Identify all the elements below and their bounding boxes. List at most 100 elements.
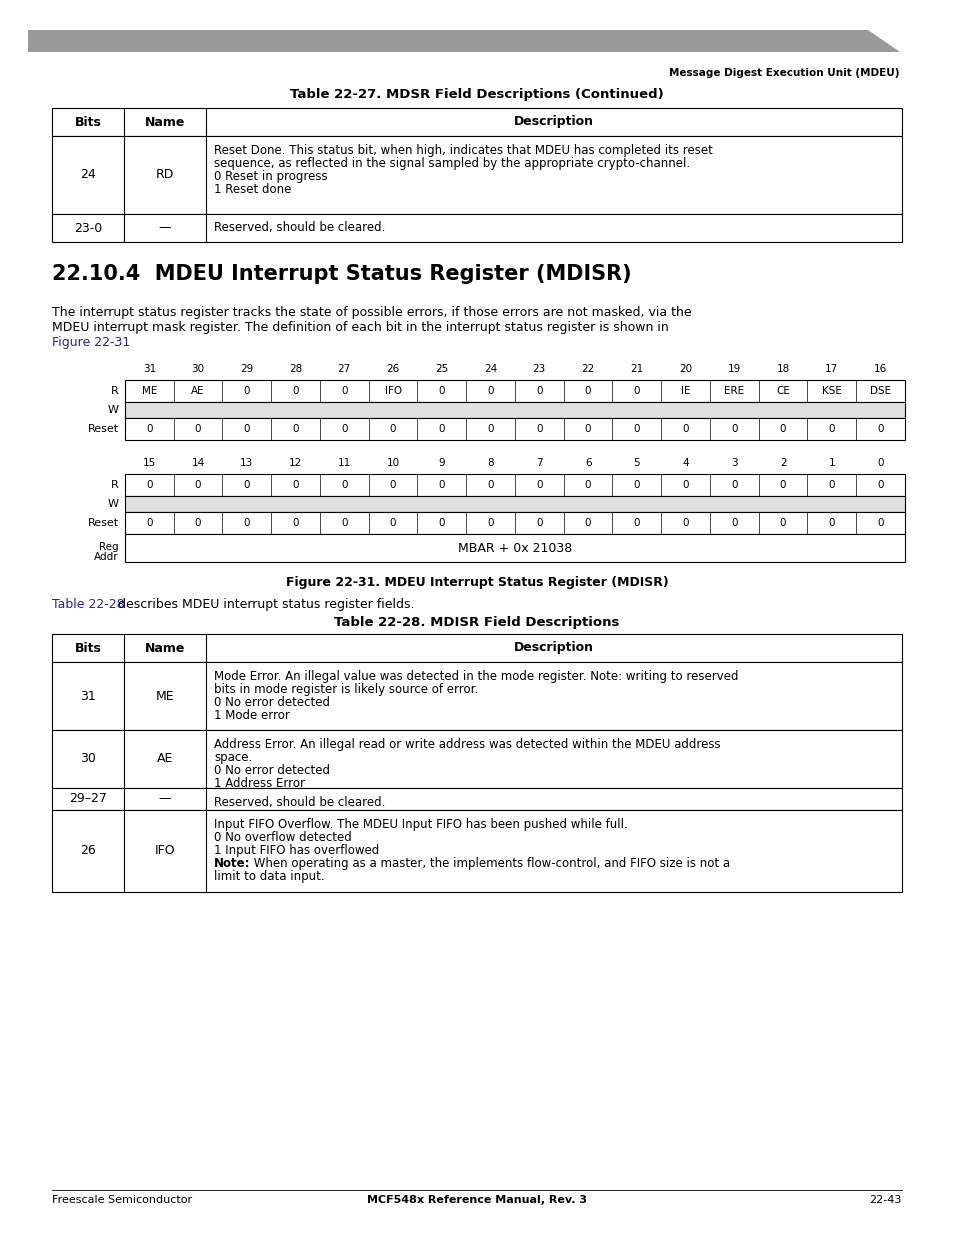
Text: 22.10.4  MDEU Interrupt Status Register (MDISR): 22.10.4 MDEU Interrupt Status Register (…	[52, 264, 631, 284]
Text: 23: 23	[532, 364, 545, 374]
Text: 26: 26	[80, 845, 95, 857]
Text: Reset Done. This status bit, when high, indicates that MDEU has completed its re: Reset Done. This status bit, when high, …	[213, 144, 712, 157]
Text: describes MDEU interrupt status register fields.: describes MDEU interrupt status register…	[113, 598, 414, 611]
Text: 1 Input FIFO has overflowed: 1 Input FIFO has overflowed	[213, 844, 379, 857]
Text: 0: 0	[390, 480, 395, 490]
Text: AE: AE	[192, 387, 205, 396]
Text: 0: 0	[779, 480, 785, 490]
Text: 0: 0	[146, 517, 152, 529]
Text: MCF548x Reference Manual, Rev. 3: MCF548x Reference Manual, Rev. 3	[367, 1195, 586, 1205]
Text: Message Digest Execution Unit (MDEU): Message Digest Execution Unit (MDEU)	[669, 68, 899, 78]
Text: 2: 2	[779, 458, 785, 468]
Text: 0 No error detected: 0 No error detected	[213, 764, 330, 777]
Text: 0 Reset in progress: 0 Reset in progress	[213, 170, 327, 183]
Text: sequence, as reflected in the signal sampled by the appropriate crypto-channel.: sequence, as reflected in the signal sam…	[213, 157, 689, 170]
Text: 0: 0	[633, 517, 639, 529]
Text: 0: 0	[438, 387, 445, 396]
Text: 0: 0	[194, 517, 201, 529]
Text: 0: 0	[292, 480, 298, 490]
Text: 31: 31	[143, 364, 156, 374]
Text: 0: 0	[438, 480, 445, 490]
Text: 0: 0	[487, 424, 494, 433]
Text: Table 22-27. MDSR Field Descriptions (Continued): Table 22-27. MDSR Field Descriptions (Co…	[290, 88, 663, 101]
Text: 3: 3	[730, 458, 737, 468]
Text: 0: 0	[779, 424, 785, 433]
Text: 29: 29	[240, 364, 253, 374]
Text: 15: 15	[143, 458, 156, 468]
Text: 19: 19	[727, 364, 740, 374]
Text: ERE: ERE	[723, 387, 743, 396]
Text: 5: 5	[633, 458, 639, 468]
Text: 30: 30	[80, 752, 96, 766]
Text: 0: 0	[243, 517, 250, 529]
Text: Freescale Semiconductor: Freescale Semiconductor	[52, 1195, 192, 1205]
Text: 0: 0	[730, 517, 737, 529]
Text: limit to data input.: limit to data input.	[213, 869, 324, 883]
Bar	[125, 380, 904, 403]
Bar	[125, 403, 904, 417]
Text: Description: Description	[514, 641, 594, 655]
Text: 0: 0	[243, 387, 250, 396]
Text: space.: space.	[213, 751, 252, 764]
Text: 21: 21	[630, 364, 643, 374]
Text: 0: 0	[633, 480, 639, 490]
Text: 10: 10	[386, 458, 399, 468]
Text: 14: 14	[192, 458, 205, 468]
Text: 0: 0	[487, 387, 494, 396]
Text: 1 Address Error: 1 Address Error	[213, 777, 305, 790]
Text: R: R	[112, 387, 119, 396]
Text: 0: 0	[584, 387, 591, 396]
Text: When operating as a master, the implements flow-control, and FIFO size is not a: When operating as a master, the implemen…	[250, 857, 729, 869]
Text: 0: 0	[146, 424, 152, 433]
Bar	[125, 534, 904, 562]
Text: Name: Name	[145, 641, 185, 655]
Text: 0: 0	[341, 517, 347, 529]
Bar	[52, 107, 901, 136]
Bar	[52, 214, 901, 242]
Text: 11: 11	[337, 458, 351, 468]
Text: 27: 27	[337, 364, 351, 374]
Bar	[52, 634, 901, 662]
Text: 0: 0	[487, 480, 494, 490]
Text: Mode Error. An illegal value was detected in the mode register. Note: writing to: Mode Error. An illegal value was detecte…	[213, 671, 738, 683]
Text: Reset: Reset	[88, 424, 119, 433]
Bar	[52, 730, 901, 788]
Text: 29–27: 29–27	[69, 793, 107, 805]
Text: 13: 13	[240, 458, 253, 468]
Text: Note:: Note:	[213, 857, 251, 869]
Text: 0: 0	[681, 517, 688, 529]
Text: 1: 1	[828, 458, 834, 468]
Text: 0: 0	[877, 517, 882, 529]
Bar	[125, 496, 904, 513]
Bar	[52, 810, 901, 892]
Text: 0: 0	[730, 424, 737, 433]
Text: IFO: IFO	[154, 845, 175, 857]
Text: Input FIFO Overflow. The MDEU Input FIFO has been pushed while full.: Input FIFO Overflow. The MDEU Input FIFO…	[213, 818, 627, 831]
Text: 0: 0	[681, 424, 688, 433]
Text: 0: 0	[292, 517, 298, 529]
Text: MDEU interrupt mask register. The definition of each bit in the interrupt status: MDEU interrupt mask register. The defini…	[52, 321, 668, 333]
Text: IFO: IFO	[384, 387, 401, 396]
Text: 0: 0	[779, 517, 785, 529]
Text: 8: 8	[487, 458, 494, 468]
Text: 0: 0	[681, 480, 688, 490]
Text: AE: AE	[156, 752, 173, 766]
Text: 7: 7	[536, 458, 542, 468]
Bar	[125, 417, 904, 440]
Text: Figure 22-31. MDEU Interrupt Status Register (MDISR): Figure 22-31. MDEU Interrupt Status Regi…	[285, 576, 668, 589]
Text: 0: 0	[194, 424, 201, 433]
Text: 0: 0	[633, 387, 639, 396]
Text: Reserved, should be cleared.: Reserved, should be cleared.	[213, 797, 385, 809]
Text: Reset: Reset	[88, 517, 119, 529]
Text: 0: 0	[633, 424, 639, 433]
Text: 0: 0	[584, 424, 591, 433]
Text: 23-0: 23-0	[73, 221, 102, 235]
Text: —: —	[158, 793, 172, 805]
Text: 0: 0	[341, 424, 347, 433]
Text: 24: 24	[80, 168, 95, 182]
Text: Bits: Bits	[74, 116, 101, 128]
Text: Description: Description	[514, 116, 594, 128]
Text: Table 22-28. MDISR Field Descriptions: Table 22-28. MDISR Field Descriptions	[334, 616, 619, 629]
Text: 26: 26	[386, 364, 399, 374]
Text: 0: 0	[536, 424, 542, 433]
